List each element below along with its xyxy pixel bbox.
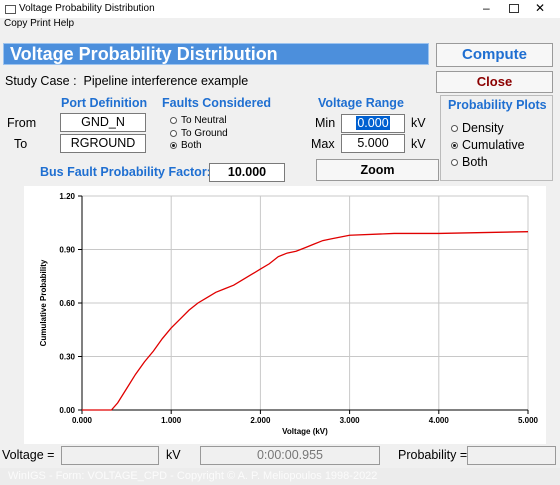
y-tick-label: 0.60 [59,299,75,308]
x-axis-label: Voltage (kV) [282,427,328,436]
label: Bus Fault Probability Factor: [40,165,211,179]
radio-option[interactable]: To Ground [170,128,228,139]
unit: kV [411,137,426,151]
radio-option[interactable]: Both [451,155,488,169]
label: Probability = [398,448,468,462]
study-case: Study Case : Pipeline interference examp… [5,74,248,88]
zoom-button[interactable]: Zoom [316,159,439,181]
radio-option[interactable]: To Neutral [170,115,227,126]
readout-field [61,446,159,465]
label: To [14,137,28,151]
x-tick-label: 0.000 [72,416,93,425]
close-button[interactable]: Close [436,71,553,93]
close-window[interactable]: ✕ [535,1,546,15]
group-box [440,95,553,181]
y-tick-label: 0.90 [59,246,75,255]
text-field[interactable]: 0.000 [341,114,405,133]
title-bar [0,0,560,18]
y-tick-label: 0.30 [59,353,75,362]
window-title: Voltage Probability Distribution [19,3,155,14]
y-axis-label: Cumulative Probability [39,259,48,346]
radio-label: Density [462,121,504,135]
label: Study Case : [5,74,77,88]
unit: kV [166,448,181,462]
unit: kV [411,116,426,130]
text-field[interactable]: GND_N [60,113,146,132]
chart: 0.00 0.30 0.60 0.90 1.20 0.000 1.000 2.000 3.000… [24,186,546,444]
menu-item[interactable]: Copy [4,18,28,29]
header: Voltage Probability Distribution [3,43,429,65]
x-tick-label: 4.000 [429,416,450,425]
x-tick-label: 2.000 [250,416,271,425]
x-tick-label: 5.000 [518,416,539,425]
data-line [82,231,529,411]
chart-panel [24,186,546,444]
radio-label: Both [462,155,488,169]
radio-dot [451,158,458,166]
radio-dot [451,141,458,149]
text-field[interactable]: 10.000 [209,163,285,182]
section-title: Faults Considered [162,96,272,110]
y-tick-label: 0.00 [59,406,75,415]
text-field[interactable]: RGROUND [60,134,146,153]
section-title: Voltage Range [318,96,404,110]
radio-option[interactable]: Density [451,121,504,135]
text-field[interactable]: 5.000 [341,134,405,153]
radio-option[interactable]: Both [170,140,202,151]
x-tick-label: 3.000 [340,416,361,425]
label: Voltage = [2,448,55,462]
minimize[interactable]: – [483,1,490,15]
menu-item[interactable]: Help [53,18,75,29]
y-tick-label: 1.20 [59,192,75,201]
menu: Copy Print Help [4,18,74,29]
status-text: WinIGS - Form: VOLTAGE_CPD - Copyright ©… [8,470,378,482]
radio-label: To Ground [181,127,228,139]
app-icon [5,5,16,14]
maximize[interactable] [509,4,519,13]
label: Max [311,137,335,151]
value: Pipeline interference example [83,74,249,88]
compute-button[interactable]: Compute [436,43,553,67]
radio-dot [170,142,177,149]
radio-dot [170,117,177,124]
readout-field [467,446,556,465]
radio-label: Both [181,140,202,151]
x-tick-label: 1.000 [161,416,182,425]
radio-dot [451,124,458,132]
radio-option[interactable]: Cumulative [451,138,525,152]
label: Min [315,116,336,130]
status-bar [0,468,560,485]
label: From [7,116,37,130]
section-title: Port Definition [61,96,148,110]
time-field: 0:00:00.955 [200,446,380,465]
radio-label: Cumulative [462,138,525,152]
selected-text: 0.000 [356,116,390,130]
radio-label: To Neutral [181,115,227,126]
radio-dot [170,129,177,137]
section-title: Probability Plots [448,98,547,112]
menu-item[interactable]: Print [30,18,51,29]
